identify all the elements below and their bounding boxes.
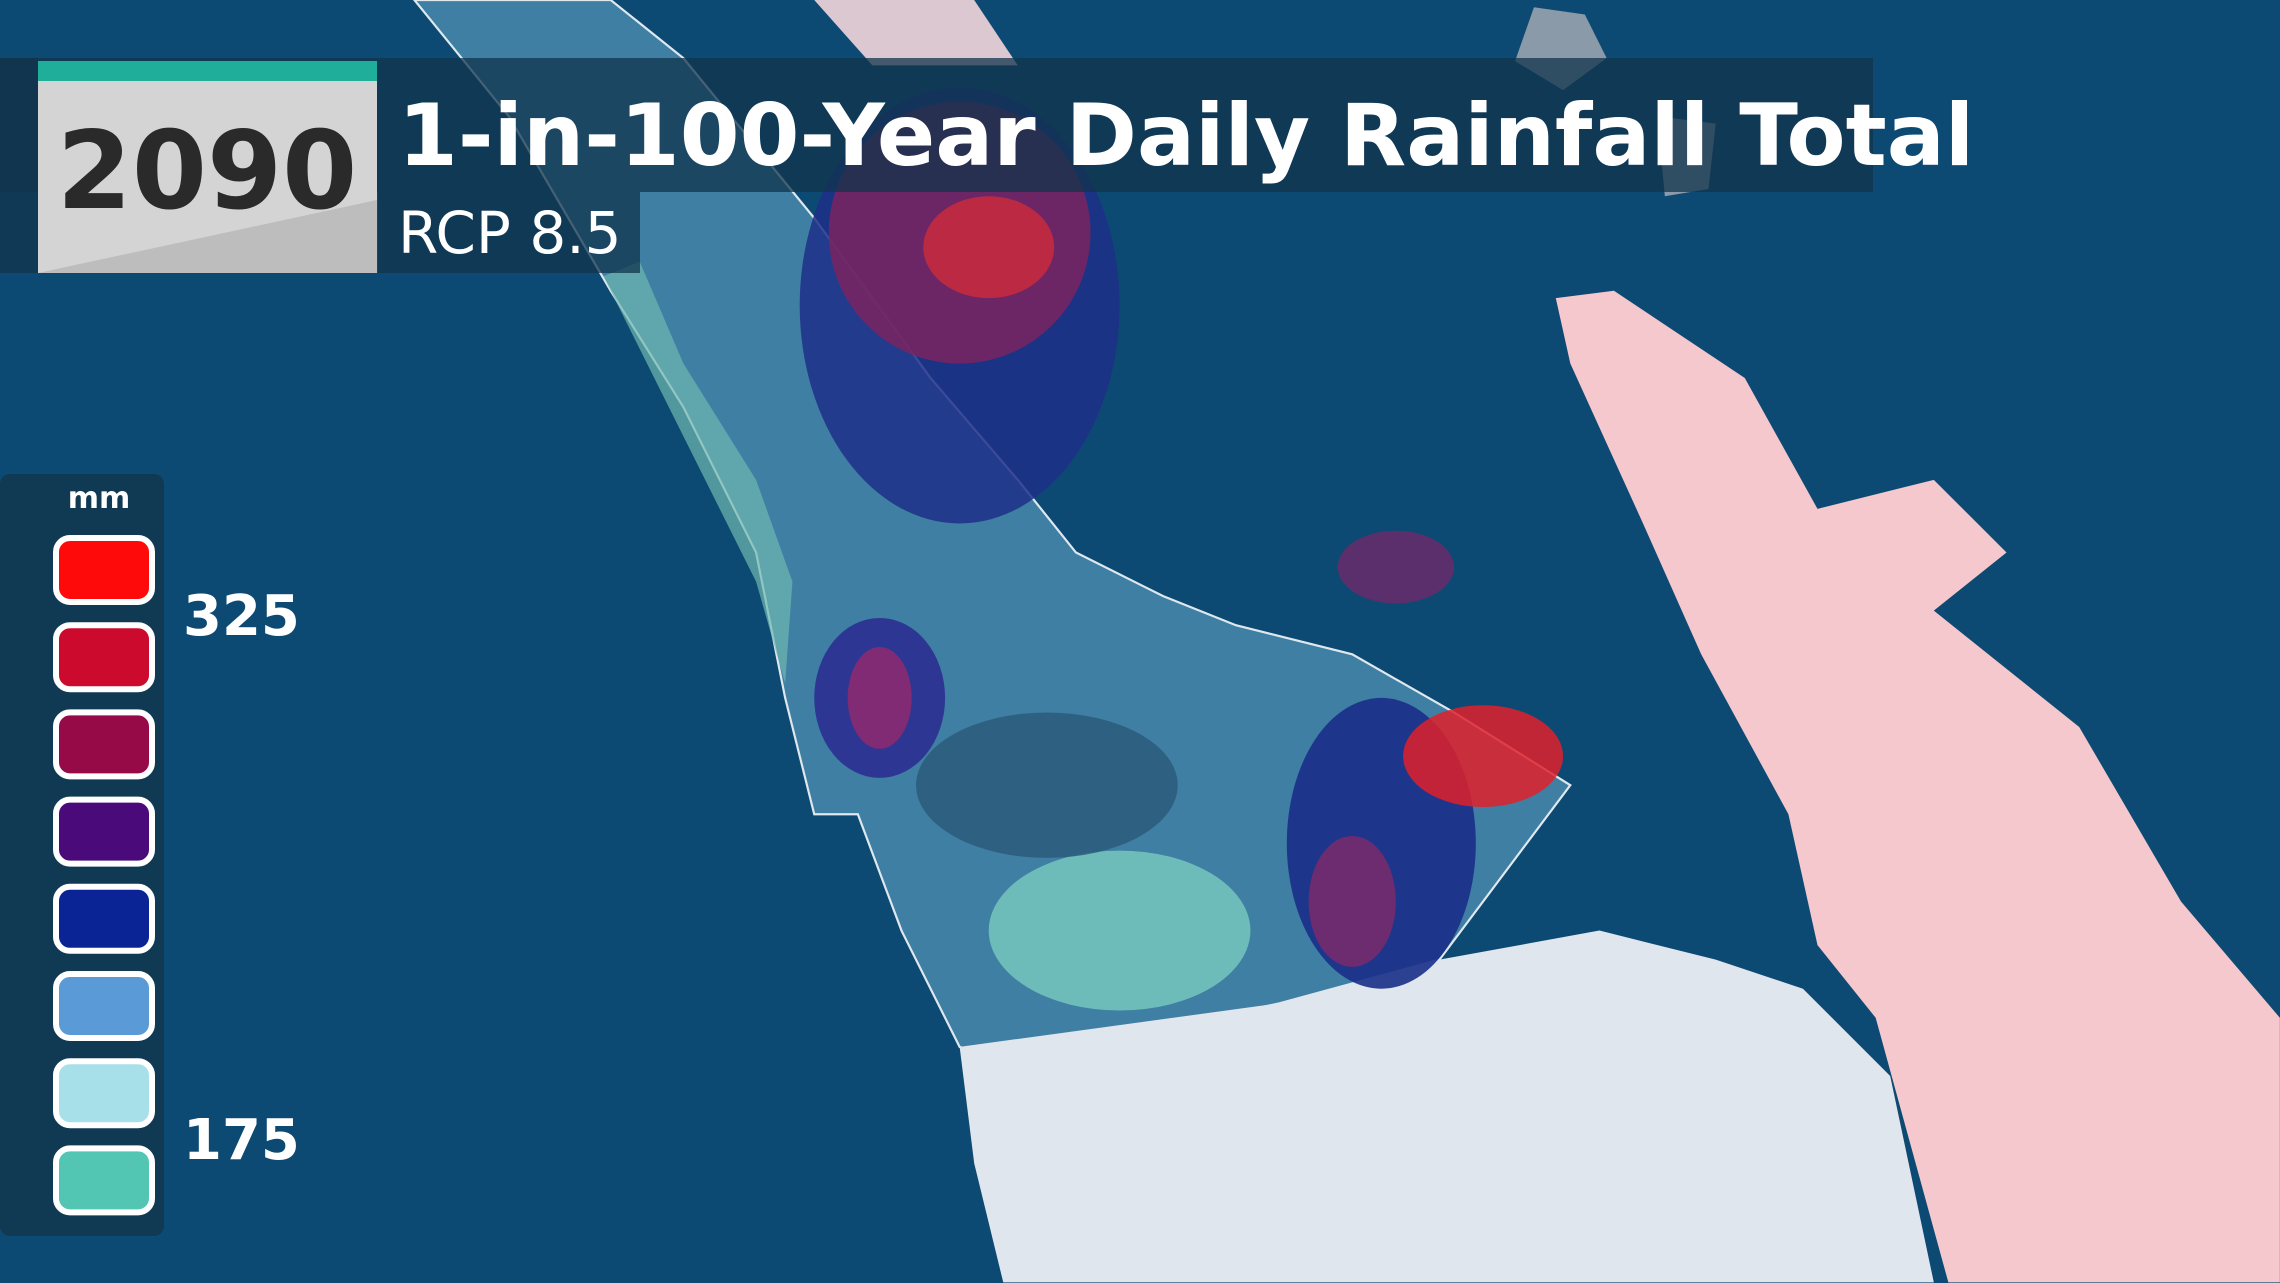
rain-aqua-zone xyxy=(988,850,1251,1011)
rain-red-zone xyxy=(923,196,1055,299)
year-box-shade xyxy=(38,200,377,273)
legend: mm 325 175 xyxy=(0,474,300,1236)
rain-dark-zone xyxy=(916,712,1178,858)
coromandel xyxy=(1555,290,2280,1283)
legend-swatch xyxy=(53,535,155,605)
rain-purple-zone xyxy=(847,647,912,749)
legend-swatch xyxy=(53,622,155,693)
legend-swatch xyxy=(53,1145,155,1216)
legend-swatch xyxy=(53,1058,155,1129)
legend-swatch xyxy=(53,971,155,1041)
year-box-accent xyxy=(38,61,377,81)
year: 2090 xyxy=(57,109,358,234)
title: 1-in-100-Year Daily Rainfall Total xyxy=(398,86,1974,186)
rain-red-zone xyxy=(1403,705,1564,807)
rain-purple-zone xyxy=(1337,530,1454,604)
legend-unit: mm xyxy=(68,481,131,516)
subtitle: RCP 8.5 xyxy=(398,199,622,267)
subtitle-box xyxy=(378,192,640,273)
legend-swatch xyxy=(53,883,155,954)
legend-label: 325 xyxy=(183,584,300,649)
header-edge xyxy=(0,58,38,273)
southern-land xyxy=(959,930,1934,1283)
west-coast-strip xyxy=(603,261,793,684)
land xyxy=(412,0,2280,1283)
northern-pink-land xyxy=(814,0,1018,66)
rain-purple-zone xyxy=(1308,836,1396,967)
legend-swatch xyxy=(53,796,155,867)
legend-swatch xyxy=(53,709,155,780)
legend-label: 175 xyxy=(183,1108,300,1173)
